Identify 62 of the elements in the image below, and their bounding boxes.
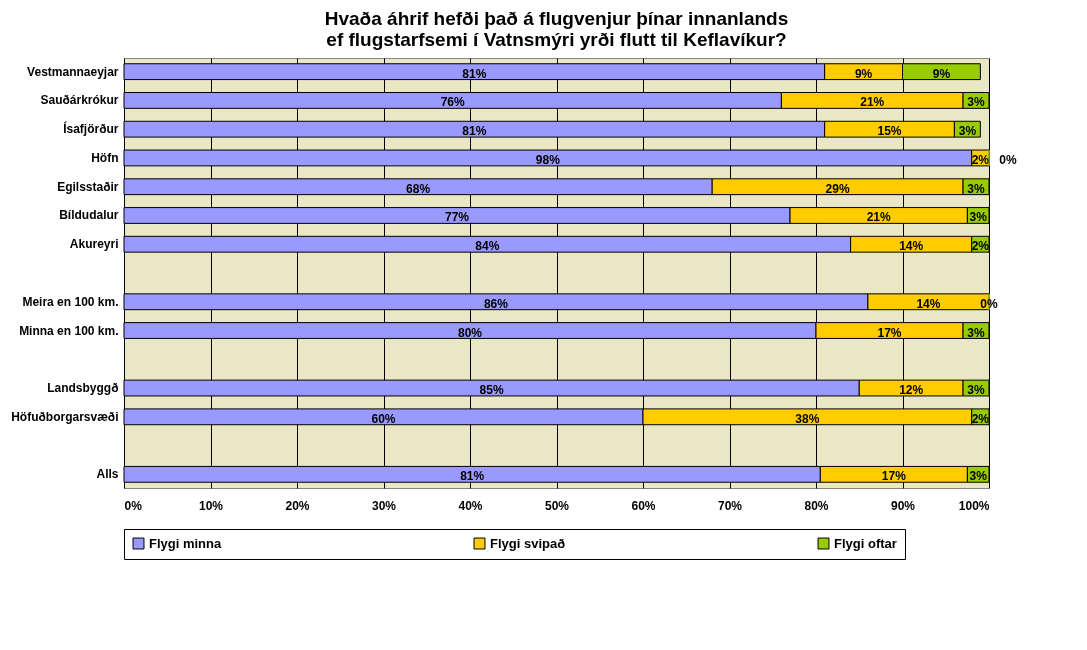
data-label: 3% xyxy=(958,124,977,139)
data-label: 14% xyxy=(916,296,941,311)
data-label: 3% xyxy=(967,383,986,398)
data-label: 0% xyxy=(999,152,1018,167)
data-label: 2% xyxy=(971,152,990,167)
data-label: 12% xyxy=(899,383,924,398)
data-label: 80% xyxy=(457,325,483,340)
x-tick-label: 70% xyxy=(717,498,743,513)
y-tick-label: Bíldudalur xyxy=(59,208,119,223)
y-tick-label: Höfn xyxy=(91,150,119,165)
data-label: 21% xyxy=(866,210,892,225)
y-tick-label: Ísafjörður xyxy=(63,121,119,137)
data-label: 17% xyxy=(877,325,902,340)
chart-title: Hvaða áhrif hefði það á flugvenjur þínar innanlands ef flugstarfsemi í Vatnsmýri yrði flutt til Keflavíkur? xyxy=(324,8,789,50)
x-tick-label: 100% xyxy=(958,498,990,513)
data-label: 21% xyxy=(860,95,885,110)
data-label: 98% xyxy=(535,152,561,167)
y-tick-label: Landsbyggð xyxy=(47,381,119,396)
y-tick-label: Egilsstaðir xyxy=(57,179,119,194)
data-label: 2% xyxy=(971,239,990,254)
y-tick-label: Höfuðborgarsvæði xyxy=(11,409,119,424)
data-label: 68% xyxy=(406,181,431,196)
data-label: 3% xyxy=(969,210,988,225)
y-tick-label: Akureyri xyxy=(69,237,119,252)
x-tick-label: 40% xyxy=(458,498,483,513)
y-tick-label: Sauðárkrókur xyxy=(40,93,119,108)
x-tick-label: 90% xyxy=(890,498,916,513)
x-tick-label: 50% xyxy=(544,498,570,513)
data-label: 85% xyxy=(479,383,504,398)
data-label: 38% xyxy=(795,411,820,426)
legend-label: Flygi minna xyxy=(149,535,222,551)
data-label: 81% xyxy=(460,469,485,484)
data-label: 81% xyxy=(462,66,487,81)
x-tick-label: 0% xyxy=(124,498,143,513)
x-tick-label: 20% xyxy=(285,498,310,513)
data-label: 84% xyxy=(475,239,500,254)
data-label: 15% xyxy=(877,124,902,139)
y-tick-label: Meira en 100 km. xyxy=(22,294,119,309)
data-label: 3% xyxy=(967,325,986,340)
data-label: 3% xyxy=(967,95,986,110)
data-label: 29% xyxy=(825,181,850,196)
y-tick-label: Vestmannaeyjar xyxy=(27,64,119,79)
y-tick-label: Alls xyxy=(96,467,119,482)
legend-label: Flygi oftar xyxy=(834,535,897,551)
x-tick-label: 60% xyxy=(631,498,656,513)
data-label: 3% xyxy=(969,469,988,484)
data-label: 81% xyxy=(462,124,487,139)
x-tick-label: 30% xyxy=(371,498,397,513)
data-label: 3% xyxy=(967,181,986,196)
data-label: 86% xyxy=(483,296,509,311)
data-label: 14% xyxy=(899,239,924,254)
data-label: 17% xyxy=(881,469,907,484)
data-label: 60% xyxy=(371,411,396,426)
data-label: 9% xyxy=(932,66,951,81)
data-label: 76% xyxy=(440,95,466,110)
y-tick-label: Minna en 100 km. xyxy=(19,323,119,338)
data-label: 77% xyxy=(445,210,470,225)
data-label: 9% xyxy=(854,66,873,81)
data-label: 2% xyxy=(971,411,990,426)
x-tick-label: 80% xyxy=(804,498,829,513)
x-tick-label: 10% xyxy=(198,498,224,513)
legend-label: Flygi svipað xyxy=(490,535,566,551)
